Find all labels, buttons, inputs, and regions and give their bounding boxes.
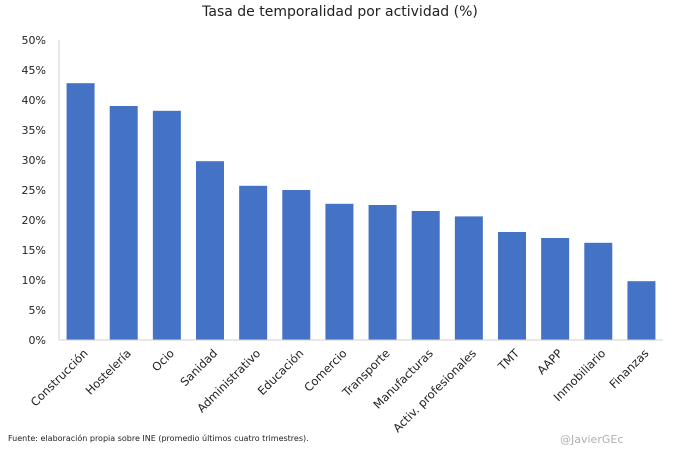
- y-tick-label: 5%: [29, 304, 46, 317]
- y-tick-label: 10%: [22, 274, 46, 287]
- bar: [196, 161, 224, 340]
- bar: [541, 238, 570, 340]
- y-tick-label: 30%: [22, 154, 46, 167]
- y-tick-label: 25%: [22, 184, 46, 197]
- bar: [498, 232, 526, 340]
- x-tick-label: Sanidad: [177, 346, 220, 389]
- y-tick-label: 20%: [22, 214, 46, 227]
- bar: [368, 205, 397, 340]
- y-tick-label: 40%: [22, 94, 46, 107]
- x-tick-label: AAPP: [534, 346, 565, 377]
- x-tick-label: TMT: [495, 346, 523, 374]
- y-tick-label: 45%: [22, 64, 46, 77]
- bar: [411, 211, 440, 340]
- bar: [282, 190, 311, 340]
- x-tick-label: Hostelería: [83, 346, 134, 397]
- author-credit: @JavierGEc: [560, 433, 624, 446]
- bar: [152, 110, 181, 340]
- x-tick-label: Educación: [255, 346, 307, 398]
- bar: [325, 203, 354, 340]
- bars: [66, 83, 656, 340]
- x-tick-label: Construcción: [28, 346, 91, 409]
- y-tick-label: 50%: [22, 34, 46, 47]
- bar: [109, 106, 138, 340]
- x-tick-label: Finanzas: [607, 346, 652, 391]
- bar: [239, 185, 268, 340]
- chart-title: Tasa de temporalidad por actividad (%): [202, 4, 478, 20]
- y-axis: 0% 5% 10% 15% 20% 25% 30% 35% 40% 45% 50%: [22, 34, 60, 347]
- bar: [454, 216, 483, 340]
- bar: [627, 281, 656, 340]
- source-note: Fuente: elaboración propia sobre INE (pr…: [8, 434, 309, 443]
- x-tick-label: Ocio: [149, 346, 177, 374]
- bar: [66, 83, 95, 340]
- y-tick-label: 15%: [22, 244, 46, 257]
- bar: [584, 242, 613, 340]
- x-tick-label: Activ. profesionales: [390, 346, 479, 435]
- y-tick-label: 35%: [22, 124, 46, 137]
- y-tick-label: 0%: [29, 334, 46, 347]
